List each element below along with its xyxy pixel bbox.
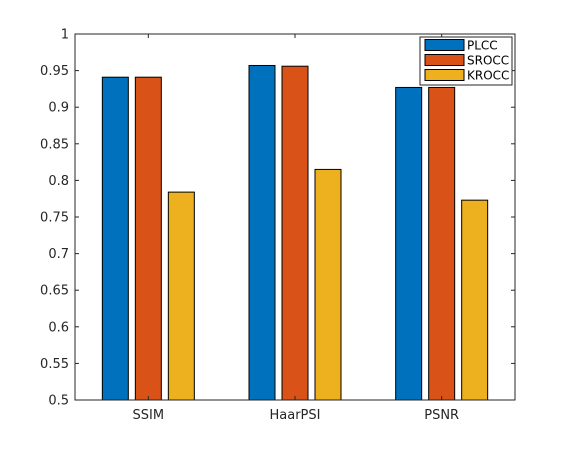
y-tick-label: 1: [61, 28, 69, 43]
x-tick-label: PSNR: [424, 408, 459, 423]
bar-plcc-psnr: [395, 86, 423, 401]
bar-plcc-ssim: [101, 76, 129, 401]
bars-layer: [101, 64, 489, 401]
y-tick-label: 0.65: [40, 284, 69, 299]
legend-swatch-srocc: [424, 54, 465, 66]
bar-krocc-haarpsi: [314, 168, 342, 401]
y-tick-label: 0.9: [48, 101, 69, 116]
y-tick-label: 0.5: [48, 394, 69, 409]
bar-srocc-haarpsi: [281, 65, 309, 401]
bar-srocc-psnr: [428, 86, 456, 401]
x-tick-label: HaarPSI: [270, 408, 321, 423]
legend-label-srocc: SROCC: [467, 54, 509, 68]
bar-plcc-haarpsi: [248, 64, 276, 401]
legend-label-krocc: KROCC: [467, 69, 509, 83]
y-tick-label: 0.85: [40, 137, 69, 152]
legend-swatch-krocc: [424, 69, 465, 81]
y-tick-label: 0.7: [48, 247, 69, 262]
bar-srocc-ssim: [134, 76, 162, 401]
y-tick-label: 0.6: [48, 320, 69, 335]
legend-swatch-plcc: [424, 39, 465, 51]
y-tick-label: 0.95: [40, 64, 69, 79]
x-tick-label: SSIM: [133, 408, 165, 423]
bar-krocc-psnr: [461, 199, 489, 401]
bar-krocc-ssim: [167, 191, 195, 401]
legend-label-plcc: PLCC: [467, 39, 498, 53]
y-tick-label: 0.8: [48, 174, 69, 189]
y-tick-label: 0.75: [40, 211, 69, 226]
y-tick-label: 0.55: [40, 357, 69, 372]
x-axis: SSIM HaarPSI PSNR: [133, 34, 459, 423]
y-axis: 0.5 0.55 0.6 0.65 0.7 0.75 0.8 0.85 0.9 0.95 1: [40, 28, 515, 409]
